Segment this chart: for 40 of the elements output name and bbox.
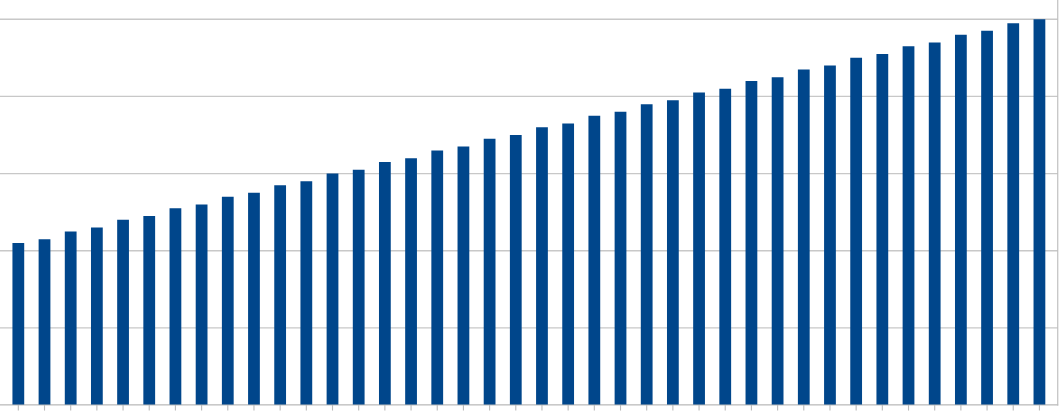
- bar: [771, 77, 784, 405]
- bar: [352, 169, 365, 405]
- bar: [509, 135, 522, 405]
- bar: [248, 192, 260, 405]
- bar: [64, 231, 77, 405]
- bar: [536, 127, 548, 405]
- bar: [274, 185, 287, 405]
- bar: [431, 150, 444, 405]
- bar: [640, 104, 653, 405]
- bar: [562, 123, 575, 405]
- bar: [614, 111, 627, 405]
- bar: [928, 42, 941, 405]
- bar: [1007, 23, 1020, 405]
- bar: [824, 65, 836, 405]
- bar: [12, 243, 25, 405]
- bar: [588, 115, 601, 405]
- bar: [850, 57, 863, 405]
- bar: [169, 208, 182, 405]
- bar: [326, 173, 339, 405]
- bar: [90, 227, 103, 405]
- bar: [666, 100, 679, 405]
- bar: [719, 88, 732, 405]
- bar: [117, 219, 129, 405]
- bar: [483, 138, 496, 405]
- bar: [378, 162, 391, 405]
- bar: [954, 34, 967, 405]
- bar: [143, 216, 156, 405]
- bar: [457, 146, 470, 405]
- bar: [1033, 19, 1046, 405]
- bar: [300, 181, 313, 405]
- bar: [797, 69, 810, 405]
- bar: [195, 204, 208, 405]
- bar: [876, 54, 889, 405]
- bar: [981, 30, 993, 405]
- bar: [745, 81, 758, 405]
- bar: [693, 92, 705, 405]
- bar: [221, 196, 234, 405]
- bar: [902, 46, 915, 405]
- bar: [38, 239, 51, 405]
- bar: [405, 158, 417, 405]
